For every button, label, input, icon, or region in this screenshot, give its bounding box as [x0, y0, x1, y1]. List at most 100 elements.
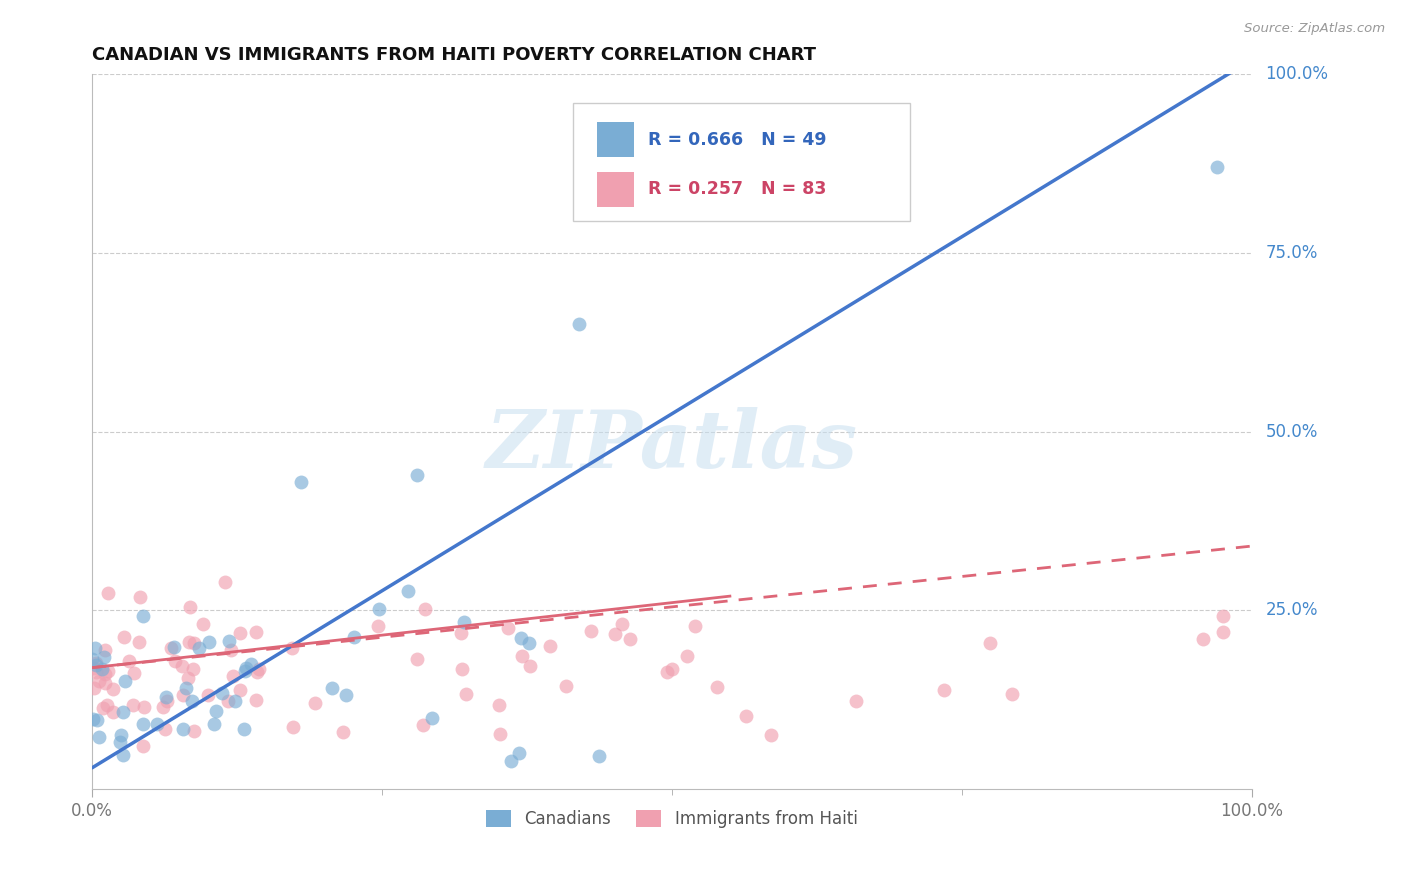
Point: [101, 682, 124, 697]
Point: [706, 681, 728, 695]
Point: [211, 686, 233, 700]
Point: [193, 617, 215, 632]
Point: [605, 627, 627, 641]
Point: [97, 586, 120, 600]
Point: [112, 631, 135, 645]
Point: [155, 690, 177, 705]
Point: [118, 654, 141, 668]
Point: [453, 615, 475, 630]
Point: [619, 632, 641, 646]
Point: [304, 696, 326, 710]
Point: [93, 649, 115, 664]
Point: [183, 636, 205, 650]
Point: [96, 698, 118, 712]
Point: [155, 722, 177, 736]
Point: [240, 657, 263, 671]
Point: [1205, 160, 1227, 174]
Point: [84, 656, 107, 670]
Point: [281, 640, 304, 655]
Point: [555, 679, 578, 693]
Point: [488, 727, 510, 741]
Point: [1191, 632, 1213, 647]
Point: [128, 635, 150, 649]
Bar: [596, 122, 634, 157]
Point: [368, 602, 391, 616]
Point: [281, 720, 304, 734]
Point: [420, 711, 443, 725]
Point: [214, 575, 236, 590]
Point: [111, 705, 134, 719]
Point: [245, 625, 267, 640]
Point: [177, 671, 200, 685]
Bar: [596, 172, 634, 207]
Text: 100.0%: 100.0%: [1265, 65, 1329, 83]
Point: [179, 635, 201, 649]
Point: [676, 649, 699, 664]
Point: [367, 619, 389, 633]
Point: [1001, 687, 1024, 701]
Text: R = 0.666   N = 49: R = 0.666 N = 49: [648, 130, 827, 149]
Point: [112, 747, 135, 762]
Point: [321, 681, 343, 695]
Point: [128, 590, 150, 604]
Point: [228, 683, 250, 698]
Point: [221, 669, 243, 683]
Point: [131, 608, 153, 623]
Text: CANADIAN VS IMMIGRANTS FROM HAITI POVERTY CORRELATION CHART: CANADIAN VS IMMIGRANTS FROM HAITI POVERT…: [93, 46, 815, 64]
Point: [197, 688, 219, 702]
Point: [86, 713, 108, 727]
Point: [683, 619, 706, 633]
Point: [84, 658, 107, 673]
Point: [233, 665, 256, 679]
Point: [396, 583, 419, 598]
Point: [114, 673, 136, 688]
Text: 50.0%: 50.0%: [1265, 423, 1317, 441]
Text: Source: ZipAtlas.com: Source: ZipAtlas.com: [1244, 22, 1385, 36]
Point: [450, 626, 472, 640]
Point: [510, 632, 533, 646]
Point: [228, 626, 250, 640]
Point: [163, 640, 186, 654]
Point: [183, 724, 205, 739]
Point: [93, 643, 115, 657]
Point: [93, 667, 115, 681]
Point: [218, 634, 240, 648]
Point: [235, 661, 257, 675]
Point: [979, 636, 1001, 650]
Point: [176, 681, 198, 696]
Point: [934, 683, 956, 698]
Point: [82, 652, 104, 666]
Point: [508, 747, 530, 761]
Point: [122, 666, 145, 681]
Point: [661, 662, 683, 676]
Point: [87, 731, 110, 745]
Point: [335, 688, 357, 702]
Point: [499, 754, 522, 768]
Point: [160, 641, 183, 656]
Point: [97, 664, 120, 678]
Point: [205, 704, 228, 718]
Point: [181, 662, 204, 676]
Point: [735, 708, 758, 723]
Point: [84, 640, 107, 655]
Point: [132, 739, 155, 754]
Point: [451, 662, 474, 676]
Point: [121, 698, 143, 712]
Point: [588, 748, 610, 763]
Point: [87, 674, 110, 689]
Point: [517, 636, 540, 650]
Point: [1212, 608, 1234, 623]
Point: [91, 700, 114, 714]
Text: R = 0.257   N = 83: R = 0.257 N = 83: [648, 180, 825, 198]
Point: [1212, 624, 1234, 639]
Point: [172, 722, 194, 736]
Point: [568, 318, 591, 332]
Point: [83, 661, 105, 675]
Point: [197, 635, 219, 649]
Point: [84, 665, 107, 679]
Point: [132, 717, 155, 731]
Point: [156, 693, 179, 707]
Point: [655, 665, 678, 679]
Point: [170, 659, 193, 673]
Point: [233, 723, 256, 737]
